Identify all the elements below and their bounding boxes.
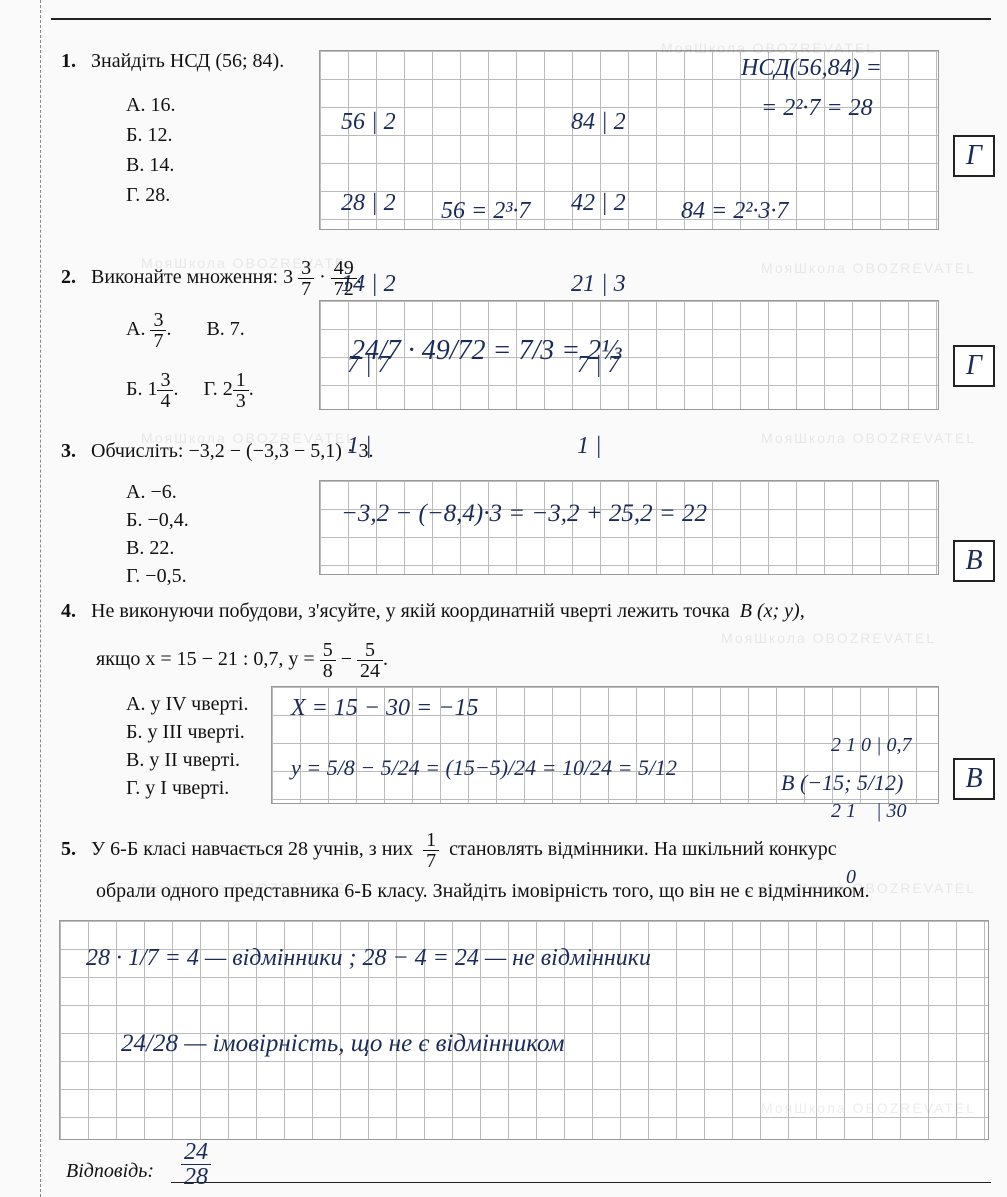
ans-box-4: В — [953, 758, 995, 800]
q1-84-0: 84 | 2 — [571, 109, 626, 136]
q5-line1: 5. У 6-Б класі навчається 28 учнів, з ни… — [61, 830, 837, 871]
q5-prompt-b: становлять відмінники. На шкільний конку… — [449, 838, 837, 860]
q5-work1: 28 · 1/7 = 4 — відмінники ; 28 − 4 = 24 … — [86, 945, 651, 972]
q3-num: 3. — [61, 440, 76, 462]
q2-opt-a-post: . — [166, 318, 171, 340]
q1-eq56: 56 = 2³·7 — [441, 198, 530, 225]
q3-opt-b: Б. −0,4. — [126, 506, 189, 534]
q4-opts: А. у IV чверті. Б. у III чверті. В. у II… — [126, 690, 248, 802]
q5-prompt-a: У 6-Б класі навчається 28 учнів, з них — [91, 838, 413, 860]
q1-opt-v: В. 14. — [126, 150, 175, 180]
q4-point: B (x; y) — [740, 600, 800, 622]
q4-opt-g: Г. у I чверті. — [126, 774, 248, 802]
q4-line2: якщо x = 15 − 21 : 0,7, y = 58 − 524. — [96, 640, 388, 681]
q4-div-0: 2 1 0 | 0,7 — [831, 734, 912, 756]
q3-work: −3,2 − (−8,4)·3 = −3,2 + 25,2 = 22 — [341, 500, 707, 528]
q3-line: 3. Обчисліть: −3,2 − (−3,3 − 5,1) · 3. — [61, 440, 374, 463]
answer-label-text: Відповідь: — [66, 1160, 154, 1182]
q2-opt-a-frac: 37 — [150, 310, 166, 351]
q5-answer-label: Відповідь: — [66, 1160, 154, 1183]
ans-box-1: Г — [953, 135, 995, 177]
q1-84-2: 21 | 3 — [571, 271, 626, 298]
q1-res1: НСД(56,84) = — [741, 55, 882, 82]
q4-prompt-a: Не виконуючи побудови, з'ясуйте, у якій … — [91, 600, 730, 622]
q3-opt-a: А. −6. — [126, 478, 189, 506]
q4-ymid: − — [341, 648, 352, 670]
q1-work-84: 84 | 2 42 | 2 21 | 3 7 | 7 1 | — [571, 55, 626, 514]
q3-opt-g: Г. −0,5. — [126, 562, 189, 590]
q1-56-1: 28 | 2 — [341, 190, 396, 217]
q2-opt-b-frac: 34 — [157, 370, 173, 411]
q2-opt-b-post: . — [173, 378, 178, 400]
q4-work-x: X = 15 − 30 = −15 — [291, 695, 478, 722]
q2-opt-g-frac: 13 — [233, 370, 249, 411]
q3-prompt: Обчисліть: −3,2 − (−3,3 − 5,1) · 3. — [91, 440, 374, 462]
q3-opts: А. −6. Б. −0,4. В. 22. Г. −0,5. — [126, 478, 189, 590]
q2-opt-a-pre: А. — [126, 318, 150, 340]
watermark: МояШкола OBOZREVATEL — [761, 260, 976, 276]
q4-opt-v: В. у II чверті. — [126, 746, 248, 774]
q1-56-0: 56 | 2 — [341, 109, 396, 136]
q1-eq84: 84 = 2²·3·7 — [681, 198, 788, 225]
q4-work-y: y = 5/8 − 5/24 = (15−5)/24 = 10/24 = 5/1… — [291, 755, 677, 781]
q2-opts: А. 37. В. 7. — [126, 310, 245, 351]
q5-line2: обрали одного представника 6-Б класу. Зн… — [96, 880, 870, 903]
q5-work2: 24/28 — імовірність, що не є відмінником — [121, 1030, 564, 1058]
q2-line: 2. Виконайте множення: 3 37 · 4972. — [61, 258, 362, 299]
q2-num: 2. — [61, 266, 76, 288]
q1-opt-a: А. 16. — [126, 90, 175, 120]
q1-res2: = 2²·7 = 28 — [761, 95, 873, 122]
q4-pt: B (−15; 5/12) — [781, 770, 903, 796]
q4-prompt-b: якщо x = 15 − 21 : 0,7, y = — [96, 648, 315, 670]
q1-84-4: 1 | — [571, 433, 626, 460]
watermark: МояШкола OBOZREVATEL — [721, 630, 936, 646]
q4-div-1: 2 1 | 30 — [831, 800, 912, 822]
q1-prompt: Знайдіть НСД (56; 84). — [91, 50, 284, 72]
ans-box-2: Г — [953, 345, 995, 387]
q2-opt-v: В. 7. — [206, 318, 244, 340]
q4-line1: 4. Не виконуючи побудови, з'ясуйте, у як… — [61, 600, 805, 623]
q4-opt-b: Б. у III чверті. — [126, 718, 248, 746]
q1-84-1: 42 | 2 — [571, 190, 626, 217]
top-rule — [51, 18, 991, 20]
ans-box-3: В — [953, 540, 995, 582]
q1-opts: А. 16. Б. 12. В. 14. Г. 28. — [126, 90, 175, 210]
answer-rule — [171, 1182, 991, 1183]
q1-opt-g: Г. 28. — [126, 180, 175, 210]
q1-opt-b: Б. 12. — [126, 120, 175, 150]
q4-num: 4. — [61, 600, 76, 622]
q2-work: 24/7 · 49/72 = 7/3 = 2⅓ — [351, 335, 622, 367]
q2-opt-g-pre: Г. 2 — [203, 378, 232, 400]
q1-num: 1. — [61, 50, 76, 72]
q4-yfrac1: 58 — [320, 640, 336, 681]
q2-frac2: 4972 — [331, 258, 357, 299]
q5-frac: 17 — [423, 830, 439, 871]
q3-opt-v: В. 22. — [126, 534, 189, 562]
q4-yfrac2: 524 — [357, 640, 383, 681]
q2-prompt-a: Виконайте множення: 3 — [91, 266, 293, 288]
q2-frac1: 37 — [298, 258, 314, 299]
page: 1. Знайдіть НСД (56; 84). А. 16. Б. 12. … — [40, 0, 1000, 1197]
q2-opt-b-pre: Б. 1 — [126, 378, 157, 400]
q2-mid: · — [319, 266, 326, 288]
q2-opt-g-post: . — [249, 378, 254, 400]
q2-opts2: Б. 134. Г. 213. — [126, 370, 254, 411]
q1-line: 1. Знайдіть НСД (56; 84). — [61, 50, 284, 73]
q4-opt-a: А. у IV чверті. — [126, 690, 248, 718]
watermark: МояШкола OBOZREVATEL — [761, 430, 976, 446]
q5-num: 5. — [61, 838, 76, 860]
